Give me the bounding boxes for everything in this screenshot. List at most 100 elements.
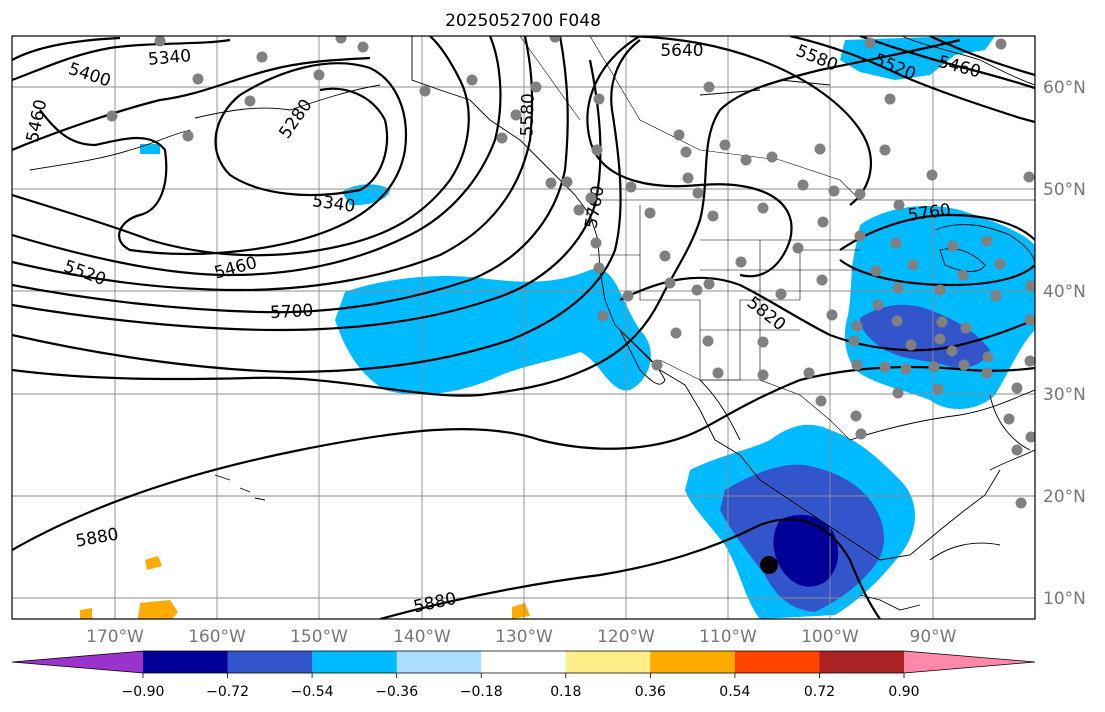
station-marker (740, 154, 752, 166)
station-marker (900, 363, 912, 375)
station-marker (890, 237, 902, 249)
station-marker (682, 172, 694, 184)
station-marker (928, 361, 940, 373)
map-frame (11, 35, 1036, 620)
station-marker (775, 288, 787, 300)
station-marker (651, 359, 663, 371)
contour-label: 5580 (517, 93, 538, 137)
colorbar-segment (312, 651, 398, 673)
station-marker (593, 262, 605, 274)
station-marker (644, 207, 656, 219)
station-marker (757, 202, 769, 214)
colorbar-tick-label: 0.36 (635, 684, 666, 700)
station-marker (702, 335, 714, 347)
station-marker (703, 81, 715, 93)
contour-label: 5520 (61, 257, 108, 291)
station-marker (590, 237, 602, 249)
station-marker (817, 216, 829, 228)
station-marker (757, 369, 769, 381)
station-marker (957, 269, 969, 281)
station-marker (851, 320, 863, 332)
station-marker (864, 37, 876, 49)
longitude-label: 170°W (86, 627, 144, 647)
station-marker (622, 290, 634, 302)
positive-anomaly-southwest (138, 600, 178, 619)
station-marker (884, 93, 896, 105)
station-marker (591, 144, 603, 156)
latitude-label: 40°N (1043, 282, 1086, 302)
colorbar-tick-label: 0.54 (719, 684, 750, 700)
station-marker (947, 240, 959, 252)
longitude-label: 160°W (188, 627, 246, 647)
colorbar-segment (143, 651, 229, 673)
station-marker (815, 395, 827, 407)
colorbar-extend-left (12, 651, 143, 673)
station-marker (691, 284, 703, 296)
station-marker (573, 204, 585, 216)
station-marker (496, 132, 508, 144)
station-marker (826, 309, 838, 321)
negative-anomaly-pacific-band (335, 268, 651, 395)
station-marker (893, 199, 905, 211)
station-marker (192, 73, 204, 85)
station-marker (994, 258, 1006, 270)
station-marker (335, 36, 347, 44)
station-marker (313, 69, 325, 81)
station-marker (1015, 497, 1027, 509)
station-marker (981, 367, 993, 379)
colorbar-tick-label: −0.90 (122, 684, 165, 700)
station-marker (797, 179, 809, 191)
station-marker (703, 278, 715, 290)
contour-label: 5340 (147, 46, 192, 70)
negative-anomaly-bering (140, 144, 160, 154)
colorbar-tick-label: 0.72 (804, 684, 835, 700)
station-marker (680, 146, 692, 158)
station-marker (707, 210, 719, 222)
latitude-label: 60°N (1043, 78, 1086, 98)
height-contours (12, 36, 1035, 619)
colorbar-tick-label: −0.18 (460, 684, 503, 700)
station-marker (712, 367, 724, 379)
latitude-labels: 60°N 50°N 40°N 30°N 20°N 10°N (1043, 78, 1086, 609)
station-marker (1011, 382, 1023, 394)
station-marker (934, 333, 946, 345)
station-marker (855, 428, 867, 440)
station-marker (735, 256, 747, 268)
station-marker (244, 95, 256, 107)
latitude-label: 20°N (1043, 487, 1086, 507)
station-marker (664, 277, 676, 289)
colorbar-segment (396, 651, 482, 673)
station-marker (593, 93, 605, 105)
station-marker (673, 129, 685, 141)
station-marker (549, 36, 561, 43)
station-marker (960, 322, 972, 334)
station-marker (1024, 314, 1035, 326)
contour-label: 5700 (270, 301, 314, 323)
station-marker (692, 187, 704, 199)
station-marker (982, 351, 994, 363)
station-marker (891, 315, 903, 327)
positive-anomaly-south (512, 603, 530, 619)
coastlines (29, 36, 1035, 611)
station-marker (870, 265, 882, 277)
station-marker (1025, 280, 1035, 292)
station-marker (981, 235, 993, 247)
station-marker (850, 410, 862, 422)
station-marker (530, 81, 542, 93)
station-marker (828, 185, 840, 197)
station-marker (905, 339, 917, 351)
colorbar: −0.90 −0.72 −0.54 −0.36 −0.18 0.18 0.36 0.54 0.7… (11, 650, 1036, 700)
station-marker (892, 387, 904, 399)
station-marker (1003, 413, 1015, 425)
station-marker (934, 284, 946, 296)
contour-label: 5280 (275, 96, 316, 143)
contour-label: 5880 (412, 589, 458, 618)
station-marker (659, 250, 671, 262)
colorbar-segment (819, 651, 905, 673)
positive-anomaly-far-west (80, 608, 92, 619)
longitude-label: 90°W (910, 627, 957, 647)
positive-anomaly-small (145, 556, 162, 570)
station-marker (545, 177, 557, 189)
station-marker (851, 359, 863, 371)
colorbar-segment (565, 651, 651, 673)
